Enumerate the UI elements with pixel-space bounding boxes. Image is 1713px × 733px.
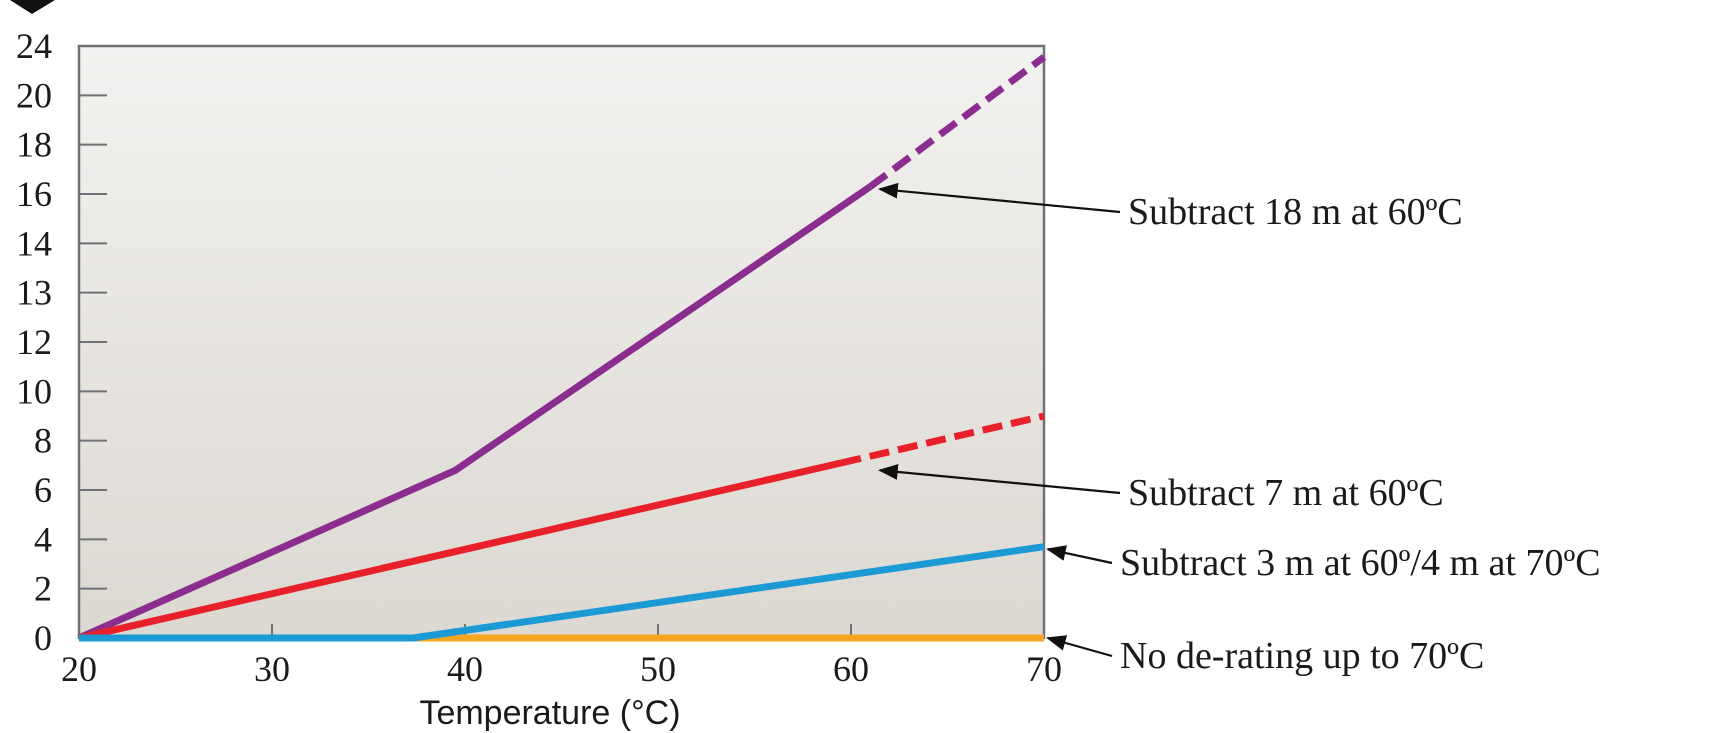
- x-axis: 20 30 40 50 60 70: [61, 624, 1062, 689]
- corner-marker-icon: [10, 0, 55, 14]
- y-tick-label: 4: [34, 519, 52, 559]
- annotation-arrow: [1045, 545, 1113, 565]
- annotation-label: Subtract 3 m at 60º/4 m at 70ºC: [1120, 542, 1601, 584]
- annotation-arrow: [877, 182, 1121, 214]
- series-line-1: [78, 459, 843, 642]
- y-tick-label: 14: [16, 223, 52, 263]
- x-axis-label: Temperature (°C): [419, 694, 680, 732]
- annotation-label: Subtract 18 m at 60ºC: [1128, 191, 1463, 233]
- series-group: [77, 54, 1047, 642]
- y-tick-label: 20: [16, 75, 52, 115]
- y-tick-label: 24: [16, 26, 52, 66]
- annotation-label: No de-rating up to 70ºC: [1120, 635, 1484, 677]
- y-tick-label: 10: [16, 371, 52, 411]
- plot-background: [79, 46, 1044, 638]
- x-tick-label: 70: [1026, 649, 1062, 689]
- x-tick-label: 20: [61, 649, 97, 689]
- y-tick-label: 13: [16, 273, 52, 313]
- annotation-label: Subtract 7 m at 60ºC: [1128, 472, 1444, 514]
- annotation-arrow: [1045, 635, 1113, 658]
- x-tick-label: 30: [254, 649, 290, 689]
- y-tick-label: 6: [34, 470, 52, 510]
- x-tick-label: 40: [447, 649, 483, 689]
- y-tick-label: 16: [16, 174, 52, 214]
- y-tick-label: 12: [16, 322, 52, 362]
- series-line-0: [77, 183, 873, 642]
- y-tick-label: 18: [16, 125, 52, 165]
- y-tick-label: 2: [34, 569, 52, 609]
- series-dashed-0: [868, 54, 1047, 190]
- x-tick-label: 50: [640, 649, 676, 689]
- series-line-2: [79, 543, 1045, 642]
- series-dashed-1: [840, 412, 1045, 467]
- y-tick-label: 0: [34, 618, 52, 658]
- y-tick-label: 8: [34, 421, 52, 461]
- annotation-arrow: [877, 464, 1121, 495]
- annotations-group: Subtract 18 m at 60ºC Subtract 7 m at 60º…: [877, 182, 1601, 677]
- x-tick-label: 60: [833, 649, 869, 689]
